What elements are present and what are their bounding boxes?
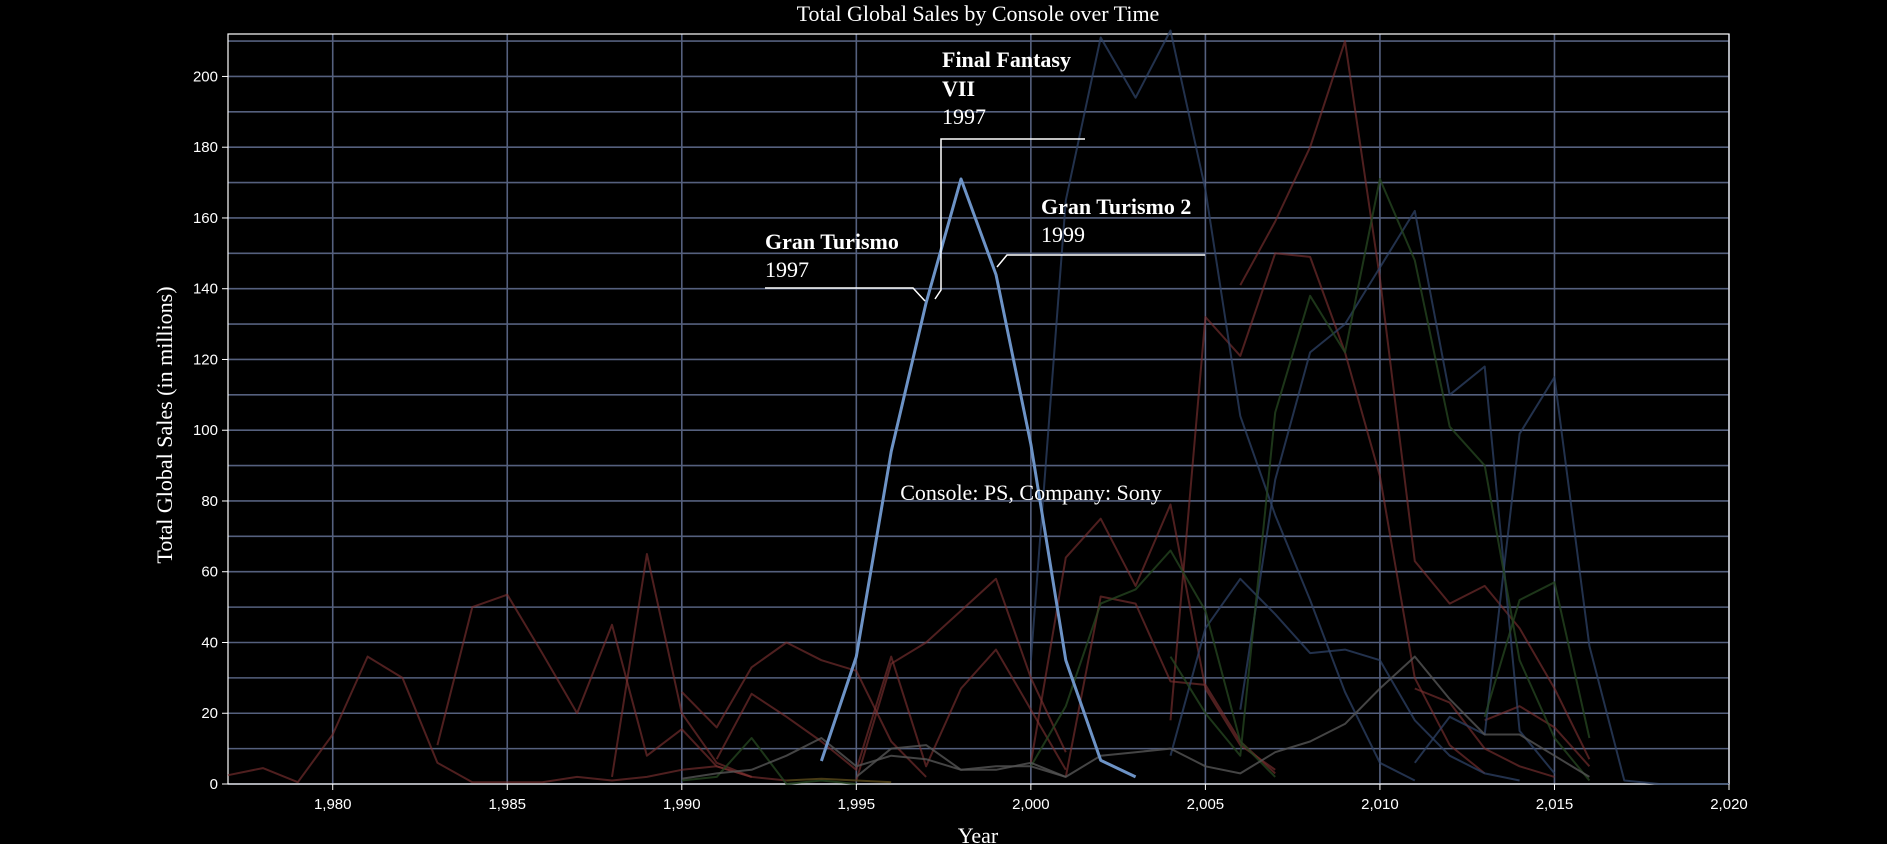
annotation-final-fantasy-vii: Final Fantasy VII 1997 <box>934 47 1085 300</box>
y-axis-label: Total Global Sales (in millions) <box>152 286 177 563</box>
annotation-title: Final Fantasy <box>942 47 1071 72</box>
y-tick-label: 160 <box>193 210 218 227</box>
series-line <box>1030 549 1276 778</box>
series-line <box>681 641 927 778</box>
annotation-title: Gran Turismo <box>765 229 899 254</box>
series-line <box>681 655 1590 780</box>
y-tick-label: 200 <box>193 68 218 85</box>
series-line <box>1484 705 1591 767</box>
annotation-year: 1997 <box>942 104 986 129</box>
annotation-gran-turismo-2: Gran Turismo 2 1999 <box>996 194 1205 268</box>
series-line <box>855 744 1067 778</box>
series-line <box>1029 29 1416 782</box>
series-line <box>1029 503 1276 771</box>
series-line <box>227 655 752 784</box>
y-tick-label: 120 <box>193 351 218 368</box>
x-tick-label: 1,980 <box>314 796 352 813</box>
x-tick-label: 1,985 <box>488 796 526 813</box>
x-tick-label: 2,005 <box>1187 796 1225 813</box>
series-line <box>786 777 892 784</box>
plot-frame <box>227 33 1730 785</box>
y-tick-label: 180 <box>193 139 218 156</box>
chart-title: Total Global Sales by Console over Time <box>797 1 1160 26</box>
x-tick-label: 2,000 <box>1012 796 1050 813</box>
series-line <box>1169 577 1520 782</box>
y-tick-label: 0 <box>210 776 218 793</box>
series-line <box>436 593 752 778</box>
highlighted-series-line <box>819 177 1137 779</box>
series-line <box>855 577 1067 781</box>
series-line <box>1169 178 1591 782</box>
annotation-year: 1999 <box>1041 222 1085 247</box>
y-axis-ticks: 0 20 40 60 80 100 120 140 160 180 200 <box>193 68 228 793</box>
x-axis-label: Year <box>958 823 999 844</box>
highlighted-series-label: Console: PS, Company: Sony <box>900 480 1162 505</box>
annotation-gran-turismo: Gran Turismo 1997 <box>765 229 926 302</box>
y-tick-label: 140 <box>193 281 218 298</box>
series-layer <box>227 29 1729 785</box>
series-line <box>1414 687 1555 778</box>
x-tick-label: 1,990 <box>663 796 701 813</box>
x-tick-label: 2,020 <box>1710 796 1748 813</box>
series-line <box>1169 252 1486 775</box>
x-tick-label: 1,995 <box>838 796 876 813</box>
y-tick-label: 20 <box>201 705 218 722</box>
annotation-year: 1997 <box>765 257 809 282</box>
y-tick-label: 80 <box>201 493 218 510</box>
series-line <box>1239 40 1591 760</box>
series-line <box>1239 209 1556 775</box>
series-line <box>1483 581 1591 739</box>
annotation-connector <box>765 287 926 302</box>
x-tick-label: 2,015 <box>1536 796 1574 813</box>
y-tick-label: 100 <box>193 422 218 439</box>
series-line <box>611 553 787 782</box>
annotation-title: VII <box>942 76 975 101</box>
annotation-title: Gran Turismo 2 <box>1041 194 1191 219</box>
series-line <box>715 648 1067 771</box>
x-axis-ticks: 1,980 1,985 1,990 1,995 2,000 2,005 2,010 2,015… <box>314 784 1748 813</box>
y-tick-label: 60 <box>201 564 218 581</box>
series-line <box>1414 376 1729 785</box>
x-tick-label: 2,010 <box>1361 796 1399 813</box>
y-tick-label: 40 <box>201 634 218 651</box>
series-line <box>681 737 857 785</box>
annotation-connector <box>934 138 1085 300</box>
horizontal-gridlines <box>228 40 1729 785</box>
annotation-connector <box>996 254 1205 268</box>
